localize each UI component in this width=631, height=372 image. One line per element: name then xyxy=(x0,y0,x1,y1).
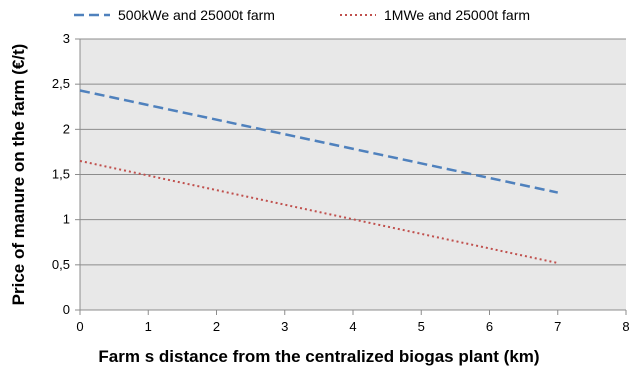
x-tick-label-6: 6 xyxy=(486,319,493,334)
series-line-1 xyxy=(79,159,558,265)
y-tick-label-6: 3 xyxy=(63,31,70,46)
y-tick-label-1: 0,5 xyxy=(52,257,70,272)
y-tick-label-0: 0 xyxy=(63,302,70,317)
y-tick-label-5: 2,5 xyxy=(52,76,70,91)
y-axis-title: Price of manure on the farm (€/t) xyxy=(9,44,28,306)
series-layer xyxy=(79,89,559,265)
legend-label-0: 500kWe and 25000t farm xyxy=(118,7,275,23)
x-tick-label-5: 5 xyxy=(418,319,425,334)
x-tick-label-1: 1 xyxy=(145,319,152,334)
x-tick-label-7: 7 xyxy=(554,319,561,334)
x-tick-label-0: 0 xyxy=(76,319,83,334)
x-axis-ticks: 0 1 2 3 4 5 6 7 8 xyxy=(76,310,630,334)
y-axis-ticks: 0 0,5 1 1,5 2 2,5 3 xyxy=(52,31,80,317)
y-tick-label-3: 1,5 xyxy=(52,167,70,182)
y-tick-label-2: 1 xyxy=(63,212,70,227)
y-tick-label-4: 2 xyxy=(63,121,70,136)
x-axis-title: Farm s distance from the centralized bio… xyxy=(98,347,539,366)
series-line-0 xyxy=(79,89,559,194)
legend-label-1: 1MWe and 25000t farm xyxy=(384,7,530,23)
x-tick-label-3: 3 xyxy=(281,319,288,334)
x-tick-label-8: 8 xyxy=(622,319,629,334)
x-tick-label-2: 2 xyxy=(213,319,220,334)
x-tick-label-4: 4 xyxy=(349,319,356,334)
legend: 500kWe and 25000t farm 1MWe and 25000t fa… xyxy=(74,7,530,23)
gridlines xyxy=(80,38,626,266)
